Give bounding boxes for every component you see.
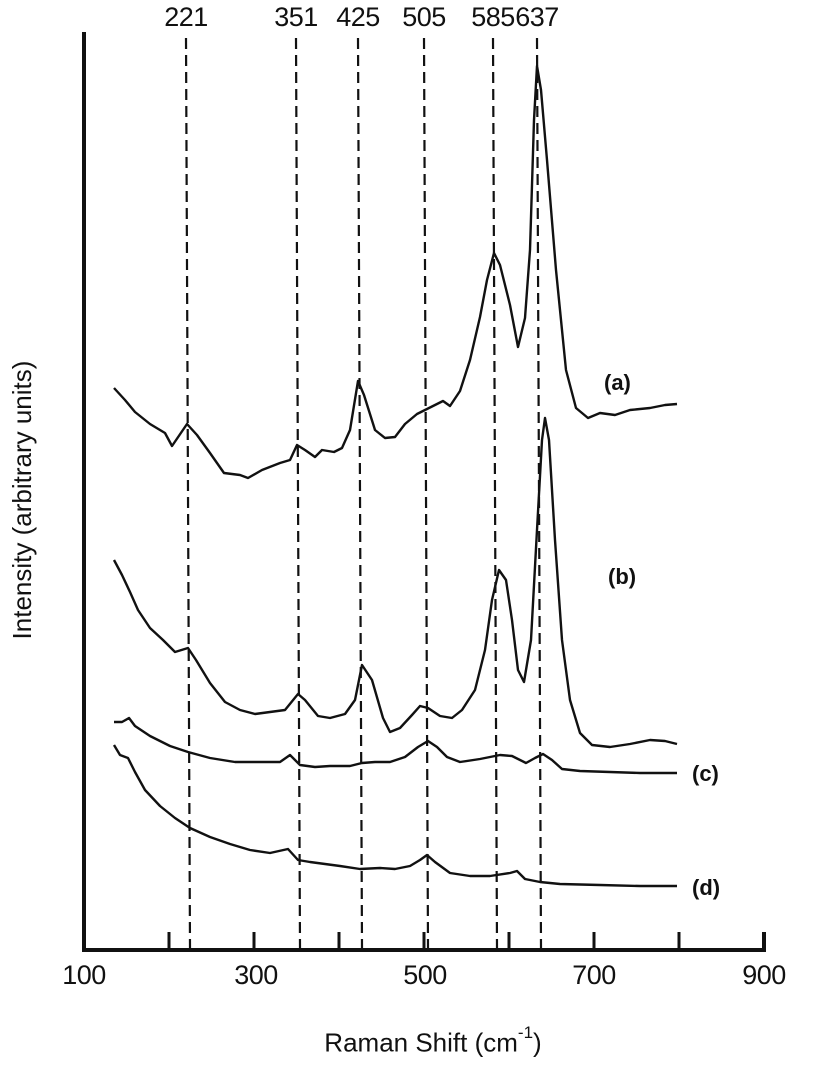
series-label-c: (c) <box>692 761 719 786</box>
peak-label-505: 505 <box>402 2 446 32</box>
x-tick-label-900: 900 <box>742 960 786 990</box>
reference-line-505 <box>422 37 430 949</box>
x-axis-title-close: ) <box>533 1027 542 1058</box>
x-axis-ticks <box>167 932 766 950</box>
trace-a <box>113 64 678 480</box>
y-axis-title: Intensity (arbitrary units) <box>7 360 37 640</box>
reference-line-585 <box>491 37 499 949</box>
spectra-traces <box>112 64 678 888</box>
x-tick-label-100: 100 <box>62 960 106 990</box>
peak-label-351: 351 <box>274 2 318 32</box>
x-tick-label-500: 500 <box>403 960 447 990</box>
trace-b <box>112 416 678 749</box>
trace-d <box>112 744 677 888</box>
peak-label-221: 221 <box>164 2 208 32</box>
peak-label-637: 637 <box>515 2 559 32</box>
series-label-b: (b) <box>608 564 637 589</box>
x-tick-label-700: 700 <box>572 960 616 990</box>
axes <box>82 32 766 952</box>
peak-label-425: 425 <box>336 2 380 32</box>
x-axis-title: Raman Shift (cm-1) <box>324 1022 541 1058</box>
series-label-a: (a) <box>604 370 631 395</box>
trace-c <box>114 716 677 775</box>
reference-dashed-lines <box>184 37 543 949</box>
reference-line-425 <box>356 37 364 949</box>
reference-line-351 <box>294 37 302 949</box>
x-tick-label-300: 300 <box>234 960 278 990</box>
peak-label-585: 585 <box>471 2 515 32</box>
x-axis-title-exponent: -1 <box>517 1023 534 1042</box>
reference-line-637 <box>535 37 543 949</box>
reference-line-221 <box>184 37 192 949</box>
x-axis-title-text: Raman Shift (cm <box>324 1027 518 1058</box>
series-label-d: (d) <box>692 875 721 900</box>
